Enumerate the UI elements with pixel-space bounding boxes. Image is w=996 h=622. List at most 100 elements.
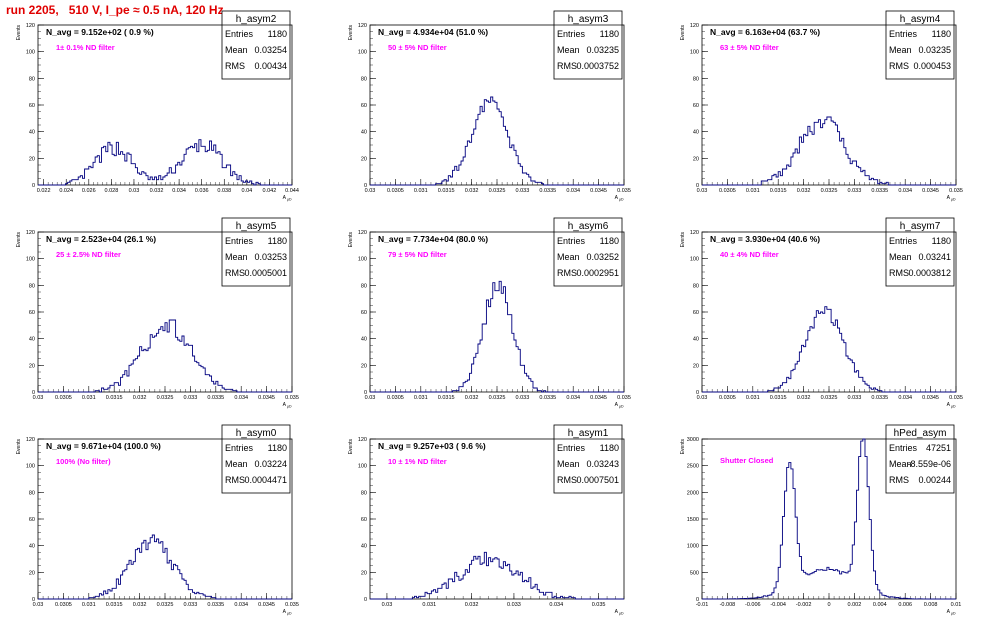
stats-box bbox=[885, 424, 955, 494]
stat-value-mean: 0.03241 bbox=[918, 252, 951, 262]
n-avg-label: N_avg = 6.163e+04 (63.7 %) bbox=[710, 27, 820, 37]
x-tick-label: 0.033 bbox=[516, 395, 530, 401]
x-tick-label: 0.022 bbox=[37, 188, 51, 194]
y-tick-label: 0 bbox=[364, 597, 367, 603]
y-axis-label: Events bbox=[348, 439, 354, 455]
x-tick-label: -0.002 bbox=[796, 602, 812, 608]
x-tick-label: 0.035 bbox=[949, 395, 963, 401]
stat-label-entries: Entries bbox=[889, 29, 918, 39]
filter-annotation: Shutter Closed bbox=[720, 456, 774, 465]
x-tick-label: 0.04 bbox=[241, 188, 252, 194]
x-axis-label-subscript: μD bbox=[951, 405, 956, 409]
x-tick-label: 0.032 bbox=[465, 395, 479, 401]
x-axis-label: A bbox=[283, 402, 287, 408]
y-tick-label: 100 bbox=[358, 464, 367, 470]
y-tick-label: 60 bbox=[693, 310, 699, 316]
x-tick-label: 0.0305 bbox=[387, 188, 404, 194]
n-avg-label: N_avg = 3.930e+04 (40.6 %) bbox=[710, 234, 820, 244]
x-tick-label: 0.0345 bbox=[590, 188, 607, 194]
x-tick-label: 0.034 bbox=[234, 395, 248, 401]
x-tick-label: 0.031 bbox=[82, 602, 96, 608]
x-tick-label: 0.0345 bbox=[590, 395, 607, 401]
histogram-pad-hped-asym: 0 500 1000 1500 2000 2500 3000 -0.01 -0.008 -0.00… bbox=[680, 424, 961, 616]
histogram-pad-h-asym7: 0 20 40 60 80 100 120 0.03 0.0305 0.031 0.0315 0.03… bbox=[680, 217, 963, 409]
stat-value-entries: 1180 bbox=[268, 236, 287, 246]
histogram-pad-h-asym6: 0 20 40 60 80 100 120 0.03 0.0305 0.031 0.0315 0.03… bbox=[348, 217, 631, 409]
y-tick-label: 20 bbox=[361, 570, 367, 576]
y-tick-label: 80 bbox=[29, 490, 35, 496]
x-axis-label-subscript: μD bbox=[619, 198, 624, 202]
y-tick-label: 0 bbox=[32, 597, 35, 603]
histogram-name: h_asym7 bbox=[900, 221, 941, 232]
histogram-pad-h-asym2: 0 20 40 60 80 100 120 0.022 0.024 0.026 0.028 0.03 0… bbox=[16, 10, 299, 202]
stat-value-entries: 1180 bbox=[932, 236, 951, 246]
stat-value-entries: 1180 bbox=[600, 236, 619, 246]
stat-label-entries: Entries bbox=[225, 29, 254, 39]
x-tick-label: 0.0315 bbox=[770, 395, 787, 401]
histogram-name: h_asym5 bbox=[236, 221, 277, 232]
x-tick-label: 0.031 bbox=[414, 188, 428, 194]
x-tick-label: 0.03 bbox=[365, 188, 376, 194]
x-tick-label: 0.034 bbox=[172, 188, 186, 194]
stat-value-rms: 0.000453 bbox=[913, 61, 951, 71]
x-tick-label: 0.031 bbox=[746, 188, 760, 194]
x-tick-label: 0.024 bbox=[59, 188, 73, 194]
x-tick-label: 0.0325 bbox=[821, 188, 838, 194]
x-tick-label: 0.031 bbox=[422, 602, 436, 608]
histogram-line bbox=[702, 306, 956, 393]
x-tick-label: 0.03 bbox=[33, 602, 44, 608]
stat-value-mean: 0.03235 bbox=[918, 45, 951, 55]
stat-label-entries: Entries bbox=[557, 236, 586, 246]
x-tick-label: 0.033 bbox=[507, 602, 521, 608]
x-tick-label: 0.0305 bbox=[719, 395, 736, 401]
stat-value-mean: 0.03224 bbox=[254, 459, 287, 469]
x-tick-label: -0.008 bbox=[720, 602, 736, 608]
x-axis-label: A bbox=[615, 609, 619, 615]
x-axis-label-subscript: μD bbox=[951, 198, 956, 202]
x-tick-label: -0.01 bbox=[696, 602, 709, 608]
x-tick-label: 0.034 bbox=[566, 188, 580, 194]
x-tick-label: 0.004 bbox=[873, 602, 887, 608]
y-tick-label: 60 bbox=[29, 103, 35, 109]
x-tick-label: 0.03 bbox=[697, 395, 708, 401]
histogram-name: h_asym6 bbox=[568, 221, 609, 232]
y-tick-label: 100 bbox=[358, 50, 367, 56]
x-tick-label: 0.034 bbox=[898, 188, 912, 194]
x-tick-label: 0.032 bbox=[797, 395, 811, 401]
n-avg-box bbox=[43, 440, 188, 452]
stat-label-mean: Mean bbox=[889, 459, 912, 469]
y-tick-label: 80 bbox=[361, 283, 367, 289]
x-tick-label: 0.0305 bbox=[55, 602, 72, 608]
n-avg-label: N_avg = 4.934e+04 (51.0 %) bbox=[378, 27, 488, 37]
x-tick-label: 0.026 bbox=[82, 188, 96, 194]
x-tick-label: 0.035 bbox=[949, 188, 963, 194]
x-tick-label: 0.032 bbox=[465, 602, 479, 608]
y-tick-label: 120 bbox=[358, 230, 367, 236]
stat-label-rms: RMS bbox=[225, 268, 245, 278]
y-tick-label: 100 bbox=[690, 257, 699, 263]
x-axis-label: A bbox=[615, 402, 619, 408]
histogram-name: h_asym4 bbox=[900, 14, 941, 25]
histogram-line bbox=[38, 534, 292, 600]
stat-label-mean: Mean bbox=[557, 45, 580, 55]
histogram-pad-h-asym0: 0 20 40 60 80 100 120 0.03 0.0305 0.031 0.0315 0.03… bbox=[16, 424, 299, 616]
x-tick-label: 0.034 bbox=[549, 602, 563, 608]
x-axis-label: A bbox=[947, 402, 951, 408]
y-tick-label: 0 bbox=[696, 390, 699, 396]
x-tick-label: 0.008 bbox=[924, 602, 938, 608]
y-tick-label: 40 bbox=[361, 544, 367, 550]
y-tick-label: 20 bbox=[29, 363, 35, 369]
histogram-line bbox=[38, 139, 292, 186]
y-tick-label: 120 bbox=[26, 437, 35, 443]
x-tick-label: 0.034 bbox=[898, 395, 912, 401]
x-tick-label: 0.035 bbox=[617, 188, 631, 194]
y-tick-label: 80 bbox=[361, 76, 367, 82]
n-avg-label: N_avg = 9.671e+04 (100.0 %) bbox=[46, 441, 161, 451]
x-tick-label: 0.0345 bbox=[922, 188, 939, 194]
y-tick-label: 20 bbox=[693, 156, 699, 162]
x-tick-label: 0.031 bbox=[414, 395, 428, 401]
y-axis-label: Events bbox=[680, 232, 686, 248]
filter-annotation: 40 ± 4% ND filter bbox=[720, 250, 779, 259]
x-tick-label: 0.0335 bbox=[539, 188, 556, 194]
x-axis-label: A bbox=[615, 195, 619, 201]
